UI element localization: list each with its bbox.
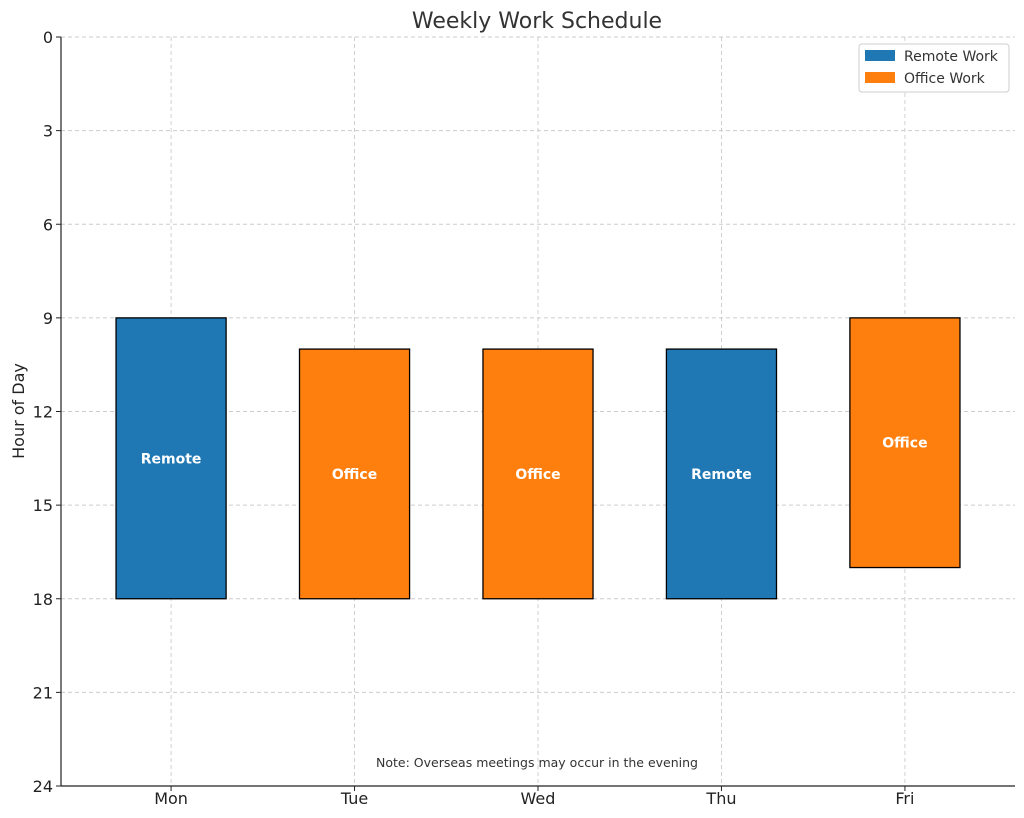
bar-mon (115, 317, 227, 600)
y-tick-label: 18 (33, 590, 53, 609)
bar-label-wed: Office (515, 467, 560, 483)
tick-labels: 0 3 6 9 12 15 18 21 24 Mon Tue Wed Thu Fri (33, 28, 915, 808)
bar-label-mon: Remote (141, 451, 202, 467)
chart-title: Weekly Work Schedule (412, 9, 662, 34)
bar-label-fri: Office (882, 436, 927, 452)
y-tick-label: 0 (43, 28, 53, 47)
y-tick-label: 9 (43, 309, 53, 328)
y-tick-label: 24 (33, 777, 53, 796)
y-tick-label: 12 (33, 403, 53, 422)
x-tick-label: Tue (340, 789, 368, 808)
bar-tue (298, 348, 411, 600)
legend: Remote Work Office Work (858, 43, 1010, 93)
y-tick-label: 3 (43, 122, 53, 141)
y-axis-label: Hour of Day (9, 363, 28, 459)
bar-label-thu: Remote (691, 467, 752, 483)
bar-label-tue: Office (332, 467, 377, 483)
legend-swatch-office (865, 72, 895, 83)
x-tick-label: Thu (705, 789, 736, 808)
x-tick-label: Fri (895, 789, 914, 808)
x-tick-label: Wed (521, 789, 556, 808)
bar-thu (665, 348, 778, 600)
legend-label-remote: Remote Work (904, 49, 999, 65)
legend-label-office: Office Work (904, 71, 986, 87)
bar-fri (849, 317, 961, 569)
annotation-note: Note: Overseas meetings may occur in the… (376, 755, 698, 770)
legend-box (858, 43, 1010, 93)
y-tick-label: 6 (43, 215, 53, 234)
y-tick-label: 15 (33, 496, 53, 515)
x-tick-label: Mon (154, 789, 188, 808)
legend-swatch-remote (865, 50, 895, 61)
bars: Remote Office Office Remote Office (115, 317, 961, 600)
bar-wed (482, 348, 594, 600)
y-tick-label: 21 (33, 683, 53, 702)
